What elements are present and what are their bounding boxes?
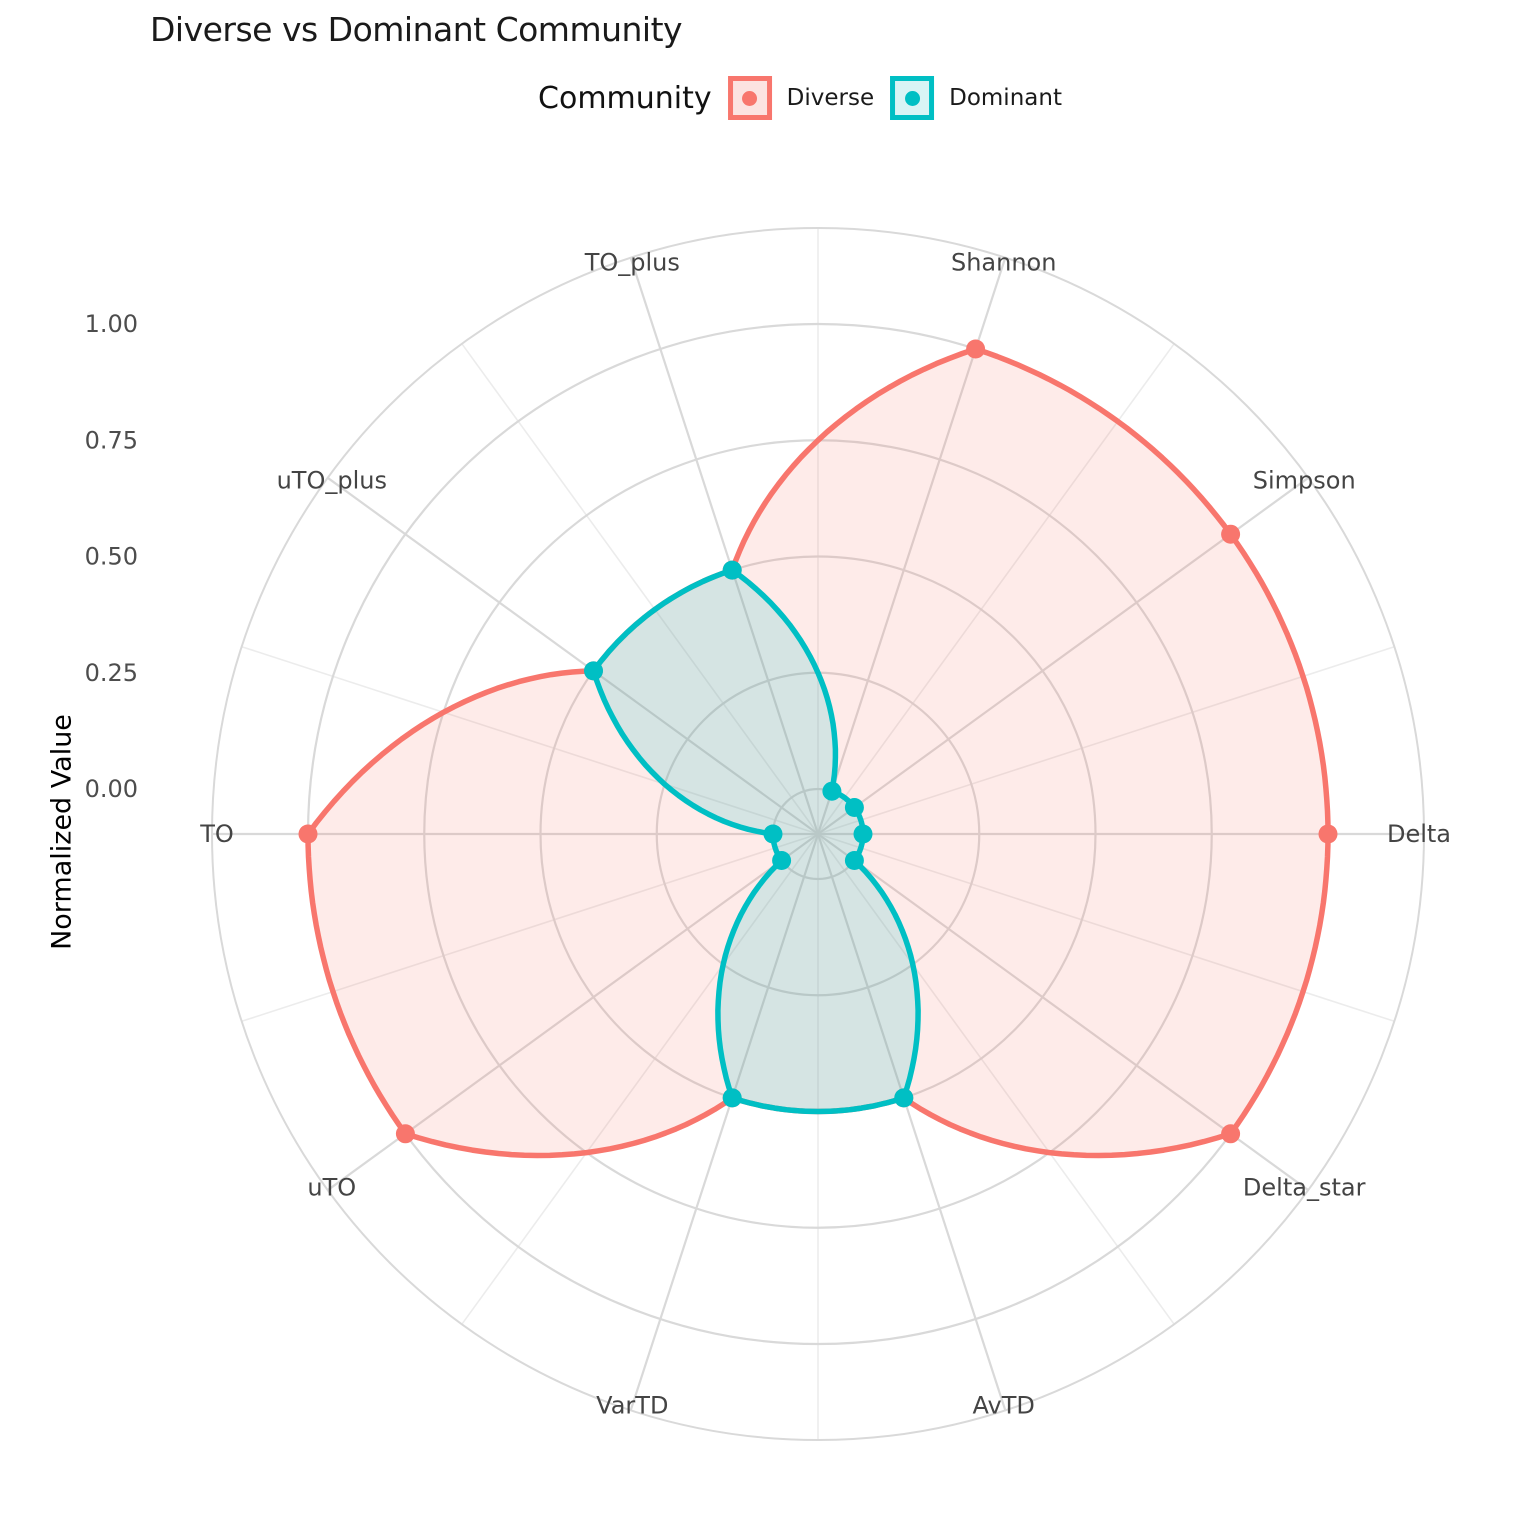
polar-panel-edge-ring [211,227,1425,1441]
radial-axis-title: Normalized Value [46,714,78,950]
series-point-dominant-AvTD [894,1088,914,1108]
polar-minor-spoke [461,833,819,1325]
axis-category-label-Delta_star: Delta_star [1243,1173,1366,1201]
series-point-diverse-Delta [1318,824,1338,844]
series-point-dominant-Shannon [822,781,842,801]
axis-category-label-TO_plus: TO_plus [584,248,680,276]
legend-point-icon [904,90,920,106]
polar-axis-spoke [629,257,820,835]
series-point-dominant-TO_plus [722,560,742,580]
series-point-diverse-Delta_star [1221,1124,1241,1144]
legend-title: Community [538,80,712,116]
axis-category-label-VarTD: VarTD [596,1392,668,1420]
legend-label-diverse: Diverse [786,85,875,111]
polar-axis-spoke [629,833,820,1411]
polar-minor-spoke [817,645,1395,835]
series-point-diverse-Simpson [1221,524,1241,544]
series-point-dominant-TO [763,824,783,844]
radial-tick-label: 0.00 [85,775,138,803]
polar-minor-spoke [817,343,1175,835]
axis-category-label-AvTD: AvTD [973,1392,1035,1420]
series-point-dominant-VarTD [722,1088,742,1108]
legend-label-dominant: Dominant [949,85,1062,111]
series-point-dominant-uTO_plus [584,661,603,681]
legend: Community Diverse Dominant [538,76,1062,120]
axis-category-label-uTO: uTO [307,1173,356,1201]
legend-point-icon [742,90,758,106]
polar-minor-spoke [461,343,819,835]
radial-tick-label: 0.75 [85,426,138,454]
legend-swatch-diverse [727,76,772,120]
polar-minor-spoke [241,645,819,835]
polar-minor-spoke [817,833,1175,1325]
polar-minor-spoke [817,833,1395,1023]
legend-item-dominant: Dominant [890,76,1062,120]
radial-tick-label: 0.25 [85,659,138,687]
axis-category-label-uTO_plus: uTO_plus [277,467,387,495]
plot-title: Diverse vs Dominant Community [150,10,683,49]
legend-swatch-dominant [890,76,935,120]
polar-axis-spoke [327,476,819,835]
axis-category-label-Simpson: Simpson [1253,467,1356,495]
series-point-diverse-uTO [395,1124,415,1144]
series-point-dominant-Delta_star [844,851,864,870]
series-point-diverse-TO [298,824,318,844]
axis-category-label-Delta: Delta [1387,820,1451,848]
radial-tick-label: 0.50 [85,543,138,571]
series-point-diverse-Shannon [966,339,986,359]
series-point-dominant-Simpson [844,798,864,817]
series-point-dominant-Delta [853,824,873,844]
axis-category-label-Shannon: Shannon [951,248,1056,276]
series-point-dominant-uTO [772,851,792,870]
polar-minor-spoke [241,833,819,1023]
legend-item-diverse: Diverse [727,76,875,120]
radial-tick-label: 1.00 [85,310,138,338]
axis-category-label-TO: TO [199,820,234,848]
polar-axis-spoke [816,833,1007,1411]
